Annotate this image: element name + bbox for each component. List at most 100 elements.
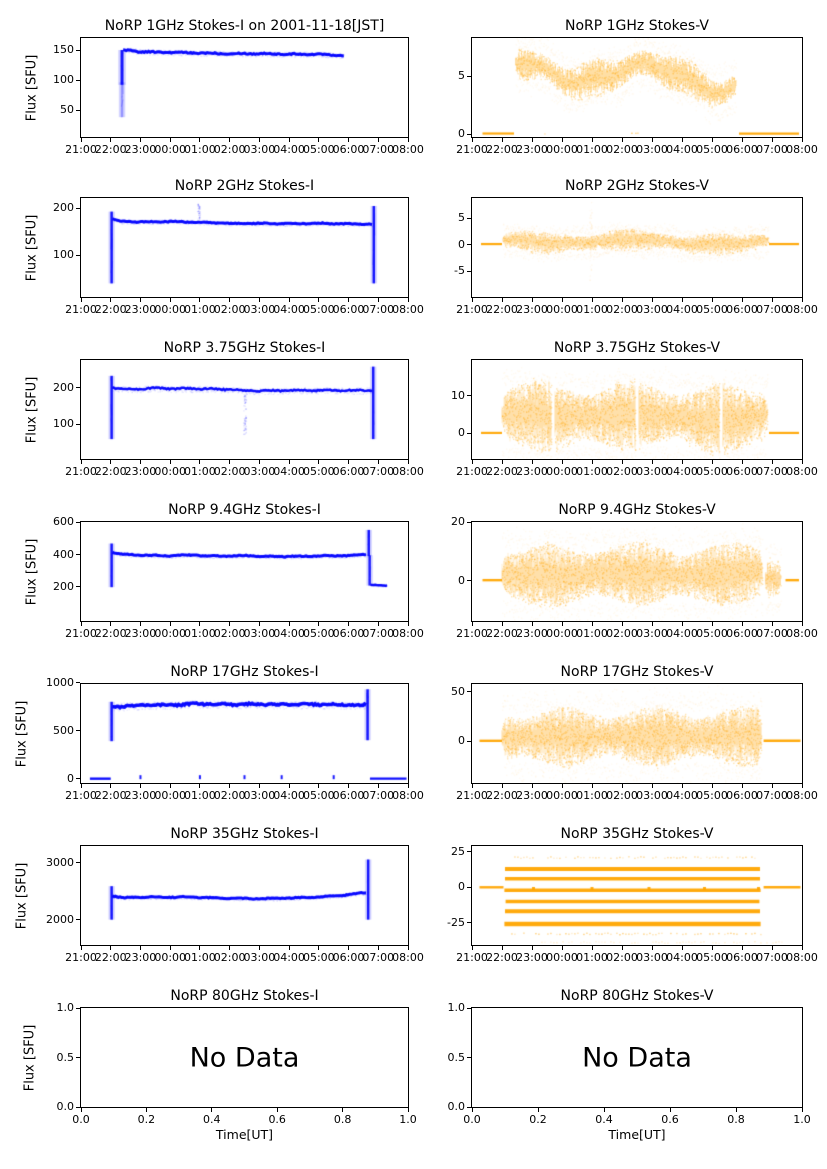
panel-title-2ghz-v: NoRP 2GHz Stokes-V: [564, 178, 710, 194]
x-tick-label-2ghz-v: 00:00: [546, 303, 578, 316]
y-tick-label-2ghz-v: 0: [458, 237, 465, 251]
x-tick-label-3.75ghz-v: 00:00: [546, 465, 578, 478]
panel-title-2ghz-i: NoRP 2GHz Stokes-I: [174, 178, 315, 194]
x-tick-label-9.4ghz-v: 08:00: [786, 627, 818, 640]
panel-title-9.4ghz-v: NoRP 9.4GHz Stokes-V: [558, 502, 716, 518]
x-tick-label-17ghz-v: 02:00: [606, 789, 638, 802]
y-axis-label-1ghz-i: Flux [SFU]: [24, 54, 40, 121]
x-tick-9.4ghz-i: [80, 622, 82, 626]
x-tick-label-17ghz-i: 21:00: [65, 789, 97, 802]
x-tick-1ghz-i: [80, 138, 82, 142]
x-tick-3.75ghz-v: [741, 460, 743, 464]
x-tick-80ghz-i: [145, 1108, 147, 1112]
no-data-label-80ghz-v: No Data: [582, 1042, 692, 1073]
x-tick-label-3.75ghz-v: 22:00: [486, 465, 518, 478]
x-tick-label-2ghz-v: 07:00: [756, 303, 788, 316]
x-tick-35ghz-i: [139, 946, 141, 950]
y-tick-9.4ghz-i: [76, 521, 80, 523]
x-tick-9.4ghz-v: [681, 622, 683, 626]
x-tick-17ghz-v: [531, 784, 533, 788]
y-tick-80ghz-i: [76, 1007, 80, 1009]
x-tick-label-17ghz-i: 23:00: [124, 789, 157, 802]
plot-box-80ghz-i: [80, 1007, 409, 1108]
y-axis-label-80ghz-i: Flux [SFU]: [22, 1024, 38, 1091]
y-tick-9.4ghz-v: [467, 580, 471, 582]
x-tick-label-35ghz-i: 02:00: [213, 951, 246, 964]
x-tick-label-17ghz-v: 05:00: [696, 789, 728, 802]
x-tick-label-2ghz-i: 03:00: [243, 303, 276, 316]
plot-area-3.75ghz-v: [472, 360, 802, 459]
x-tick-label-1ghz-v: 00:00: [546, 143, 578, 156]
x-tick-label-3.75ghz-i: 21:00: [65, 465, 97, 478]
y-tick-label-17ghz-i: 500: [53, 723, 74, 737]
x-tick-17ghz-v: [681, 784, 683, 788]
panel-title-1ghz-i: NoRP 1GHz Stokes-I on 2001-11-18[JST]: [104, 18, 385, 34]
x-tick-label-3.75ghz-i: 05:00: [302, 465, 335, 478]
x-tick-label-9.4ghz-v: 04:00: [666, 627, 698, 640]
x-tick-label-3.75ghz-i: 07:00: [362, 465, 395, 478]
x-tick-label-17ghz-i: 06:00: [332, 789, 365, 802]
x-tick-label-9.4ghz-i: 02:00: [213, 627, 246, 640]
y-tick-2ghz-i: [76, 254, 80, 256]
x-tick-label-9.4ghz-i: 03:00: [243, 627, 276, 640]
x-tick-label-80ghz-v: 0.4: [595, 1113, 613, 1126]
x-tick-9.4ghz-v: [711, 622, 713, 626]
y-tick-label-2ghz-i: 100: [53, 248, 74, 262]
x-tick-label-3.75ghz-v: 23:00: [516, 465, 548, 478]
y-tick-80ghz-v: [467, 1007, 471, 1009]
x-tick-label-9.4ghz-v: 03:00: [636, 627, 668, 640]
x-tick-label-9.4ghz-i: 05:00: [302, 627, 335, 640]
x-tick-label-17ghz-i: 03:00: [243, 789, 276, 802]
x-tick-2ghz-i: [80, 298, 82, 302]
x-tick-label-17ghz-v: 01:00: [576, 789, 608, 802]
x-tick-9.4ghz-v: [531, 622, 533, 626]
x-tick-label-2ghz-i: 06:00: [332, 303, 365, 316]
x-tick-3.75ghz-v: [711, 460, 713, 464]
y-tick-label-80ghz-v: 0.0: [447, 1100, 466, 1113]
x-tick-label-17ghz-i: 00:00: [154, 789, 187, 802]
x-tick-9.4ghz-i: [110, 622, 112, 626]
x-tick-label-35ghz-i: 05:00: [302, 951, 335, 964]
x-tick-1ghz-v: [681, 138, 683, 142]
x-tick-2ghz-i: [258, 298, 260, 302]
x-tick-label-3.75ghz-v: 02:00: [606, 465, 638, 478]
y-tick-label-35ghz-i: 3000: [46, 855, 74, 869]
x-tick-label-1ghz-v: 22:00: [486, 143, 518, 156]
y-tick-80ghz-v: [467, 1057, 471, 1058]
x-tick-35ghz-i: [199, 946, 201, 950]
x-tick-label-35ghz-i: 03:00: [243, 951, 276, 964]
x-tick-label-35ghz-v: 04:00: [666, 951, 698, 964]
x-tick-label-17ghz-i: 04:00: [273, 789, 305, 802]
x-tick-label-1ghz-i: 06:00: [332, 143, 365, 156]
x-tick-label-3.75ghz-i: 23:00: [124, 465, 157, 478]
y-tick-label-3.75ghz-v: 10: [451, 388, 465, 402]
x-tick-2ghz-v: [531, 298, 533, 302]
y-tick-3.75ghz-i: [76, 423, 80, 425]
plot-area-35ghz-i: [81, 846, 408, 945]
y-tick-label-1ghz-i: 100: [53, 73, 74, 86]
x-tick-2ghz-i: [110, 298, 112, 302]
y-tick-17ghz-i: [76, 682, 80, 684]
x-tick-label-3.75ghz-i: 04:00: [273, 465, 305, 478]
y-tick-label-2ghz-v: 5: [458, 211, 465, 225]
plot-box-35ghz-i: [80, 845, 409, 946]
y-tick-1ghz-i: [76, 49, 80, 51]
x-tick-2ghz-i: [139, 298, 141, 302]
x-tick-17ghz-i: [258, 784, 260, 788]
x-tick-80ghz-i: [342, 1108, 344, 1112]
x-tick-label-17ghz-i: 01:00: [184, 789, 216, 802]
plot-area-80ghz-v: [472, 1008, 802, 1107]
plot-box-17ghz-v: [471, 683, 803, 784]
x-tick-1ghz-v: [501, 138, 503, 142]
y-tick-17ghz-v: [467, 740, 471, 742]
y-tick-label-9.4ghz-i: 400: [53, 547, 74, 561]
x-tick-3.75ghz-i: [80, 460, 82, 464]
x-tick-3.75ghz-i: [288, 460, 290, 464]
y-axis-label-35ghz-i: Flux [SFU]: [14, 862, 30, 929]
x-tick-2ghz-v: [801, 298, 803, 302]
x-tick-label-9.4ghz-i: 21:00: [65, 627, 97, 640]
x-tick-label-1ghz-i: 00:00: [154, 143, 187, 156]
x-tick-35ghz-i: [229, 946, 231, 950]
x-tick-17ghz-v: [591, 784, 593, 788]
